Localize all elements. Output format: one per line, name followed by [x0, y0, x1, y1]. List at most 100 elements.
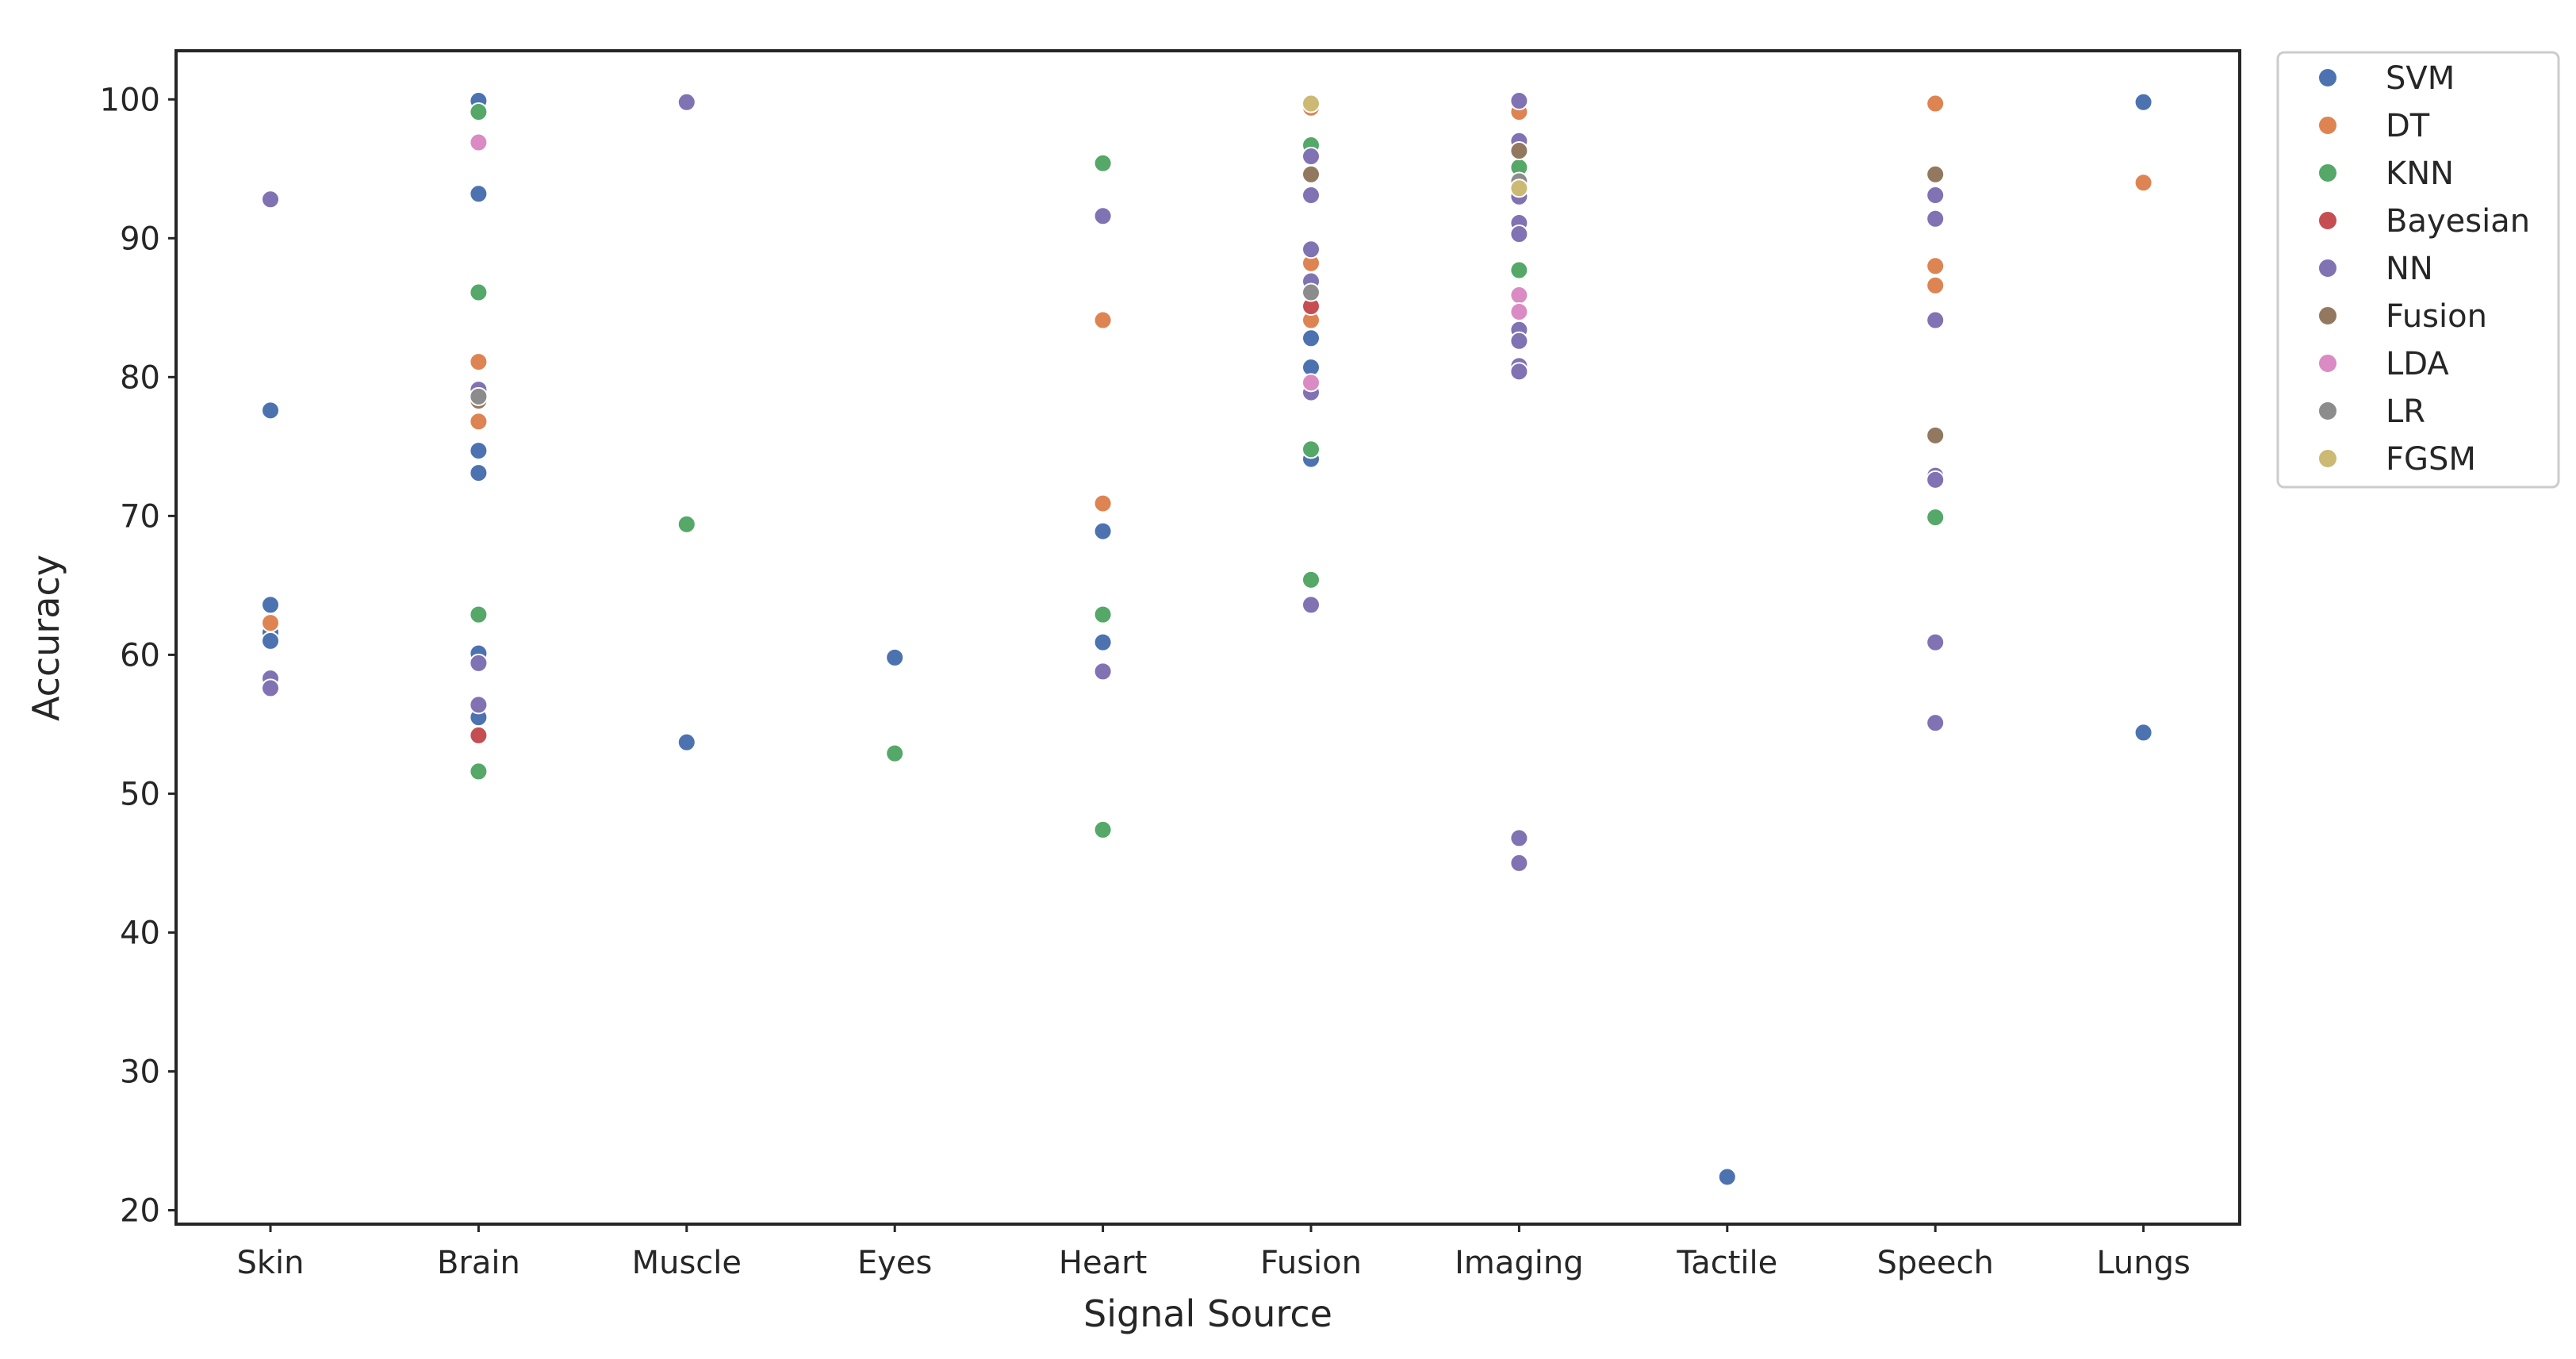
- legend-marker-lda: [2317, 353, 2338, 374]
- point-nn: [469, 653, 489, 673]
- legend-label-bayesian: Bayesian: [2386, 203, 2530, 240]
- point-nn: [1093, 662, 1113, 681]
- point-nn: [1301, 186, 1321, 205]
- point-svm: [885, 647, 905, 667]
- x-tick-label-tactile: Tactile: [1676, 1245, 1777, 1281]
- point-dt: [1093, 493, 1113, 513]
- y-tick-label: 40: [120, 915, 160, 951]
- x-tick-label-fusion: Fusion: [1260, 1245, 1362, 1281]
- point-nn: [261, 190, 280, 209]
- point-svm: [677, 732, 696, 752]
- point-nn: [1509, 91, 1529, 111]
- point-nn: [1926, 713, 1945, 733]
- point-knn: [1093, 605, 1113, 624]
- point-lda: [1509, 302, 1529, 322]
- point-nn: [1301, 147, 1321, 167]
- y-tick-label: 100: [100, 82, 160, 118]
- legend-box: [2276, 51, 2560, 489]
- point-nn: [1093, 206, 1113, 226]
- point-svm: [261, 595, 280, 615]
- x-tick-label-brain: Brain: [437, 1245, 520, 1281]
- point-knn: [469, 605, 489, 624]
- legend-marker-dt: [2317, 115, 2338, 136]
- point-knn: [469, 282, 489, 302]
- point-knn: [1301, 440, 1321, 459]
- legend-marker-knn: [2317, 163, 2338, 183]
- point-svm: [1717, 1167, 1737, 1187]
- point-nn: [469, 695, 489, 715]
- legend-label-knn: KNN: [2386, 155, 2454, 192]
- point-svm: [2133, 723, 2153, 743]
- x-tick-label-speech: Speech: [1877, 1245, 1994, 1281]
- point-svm: [1301, 328, 1321, 348]
- point-knn: [677, 514, 696, 534]
- point-svm: [469, 463, 489, 483]
- point-knn: [1509, 260, 1529, 280]
- plot-frame: [174, 49, 2241, 1226]
- point-nn: [1926, 470, 1945, 489]
- point-knn: [1093, 820, 1113, 839]
- y-axis-label: Accuracy: [25, 555, 67, 721]
- x-tick-label-skin: Skin: [236, 1245, 304, 1281]
- x-tick-label-imaging: Imaging: [1455, 1245, 1584, 1281]
- point-svm: [261, 401, 280, 420]
- point-svm: [469, 184, 489, 204]
- legend: SVM DT KNN Bayesian NN Fusion LDA LR FGSM: [2276, 51, 2560, 489]
- y-tick-label: 60: [120, 637, 160, 674]
- point-svm: [2133, 92, 2153, 112]
- point-knn: [469, 102, 489, 122]
- point-nn: [1301, 595, 1321, 615]
- point-svm: [469, 441, 489, 461]
- legend-label-fgsm: FGSM: [2386, 441, 2476, 478]
- point-nn: [1301, 240, 1321, 259]
- legend-label-fusion: Fusion: [2386, 298, 2487, 335]
- point-nn: [1509, 853, 1529, 873]
- y-axis: 20 30 40 50 60 70 80 90 100: [100, 82, 176, 1229]
- point-nn: [1926, 310, 1945, 330]
- point-dt: [1926, 275, 1945, 295]
- point-knn: [885, 743, 905, 763]
- legend-marker-bayesian: [2317, 210, 2338, 231]
- legend-marker-nn: [2317, 258, 2338, 278]
- point-dt: [1093, 310, 1113, 330]
- point-lr: [1301, 282, 1321, 302]
- point-lda: [1509, 286, 1529, 305]
- point-nn: [1509, 828, 1529, 848]
- point-knn: [1926, 508, 1945, 528]
- legend-label-svm: SVM: [2386, 60, 2455, 97]
- legend-marker-fgsm: [2317, 448, 2338, 469]
- point-nn: [261, 678, 280, 698]
- point-dt: [2133, 173, 2153, 193]
- point-dt: [1926, 256, 1945, 276]
- point-nn: [1926, 209, 1945, 228]
- point-bayesian: [469, 725, 489, 745]
- point-fgsm: [1301, 94, 1321, 113]
- point-nn: [1509, 225, 1529, 244]
- point-dt: [1926, 94, 1945, 113]
- point-fusion: [1509, 141, 1529, 161]
- legend-marker-fusion: [2317, 305, 2338, 326]
- x-axis-label: Signal Source: [1083, 1292, 1332, 1335]
- x-tick-label-muscle: Muscle: [632, 1245, 742, 1281]
- point-fusion: [1301, 164, 1321, 184]
- point-lr: [469, 386, 489, 406]
- legend-label-dt: DT: [2386, 108, 2430, 144]
- point-lda: [1301, 373, 1321, 393]
- x-axis: Skin Brain Muscle Eyes Heart Fusion Imaging Tac…: [236, 1224, 2191, 1281]
- point-fusion: [1926, 164, 1945, 184]
- point-lda: [469, 132, 489, 152]
- points-layer: [261, 91, 2153, 1187]
- point-fgsm: [1509, 179, 1529, 198]
- point-svm: [261, 631, 280, 651]
- legend-marker-svm: [2317, 67, 2338, 88]
- point-nn: [1926, 186, 1945, 205]
- point-svm: [1093, 632, 1113, 652]
- y-tick-label: 50: [120, 776, 160, 812]
- y-tick-label: 80: [120, 359, 160, 396]
- point-svm: [1093, 521, 1113, 541]
- y-tick-label: 90: [120, 221, 160, 257]
- legend-label-nn: NN: [2386, 251, 2433, 287]
- point-knn: [469, 762, 489, 781]
- point-nn: [677, 92, 696, 112]
